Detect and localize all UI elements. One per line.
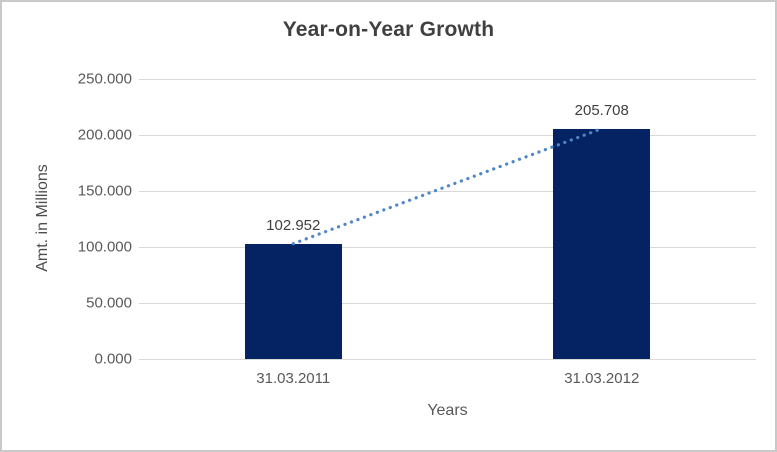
y-tick-label: 100.000: [77, 238, 132, 256]
y-tick-label: 150.000: [77, 182, 132, 200]
y-gridline: [139, 79, 756, 80]
plot-area: 102.952 205.708: [139, 79, 756, 360]
chart-title: Year-on-Year Growth: [282, 18, 495, 41]
trendline: [291, 127, 604, 246]
x-tick-label: 31.03.2011: [256, 370, 331, 387]
y-gridline: [139, 247, 756, 248]
x-axis-title: Years: [427, 402, 468, 419]
y-axis-title: Amt. in Millions: [34, 164, 51, 272]
y-tick-label: 0.000: [94, 350, 132, 368]
y-gridline: [139, 359, 756, 360]
bar-data-label: 102.952: [266, 216, 321, 234]
bar: [244, 243, 342, 359]
x-tick-label: 31.03.2012: [564, 370, 640, 387]
bar: [553, 128, 651, 359]
y-gridline: [139, 191, 756, 192]
y-gridline: [139, 135, 756, 136]
bar-data-label: 205.708: [574, 101, 629, 119]
y-tick-label: 200.000: [77, 126, 132, 144]
y-gridline: [139, 303, 756, 304]
y-tick-label: 50.000: [86, 294, 132, 312]
y-tick-label: 250.000: [77, 70, 132, 88]
